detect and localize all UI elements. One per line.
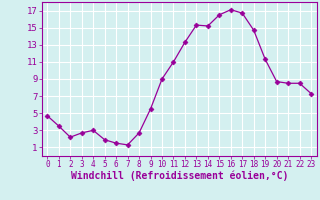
X-axis label: Windchill (Refroidissement éolien,°C): Windchill (Refroidissement éolien,°C) xyxy=(70,171,288,181)
